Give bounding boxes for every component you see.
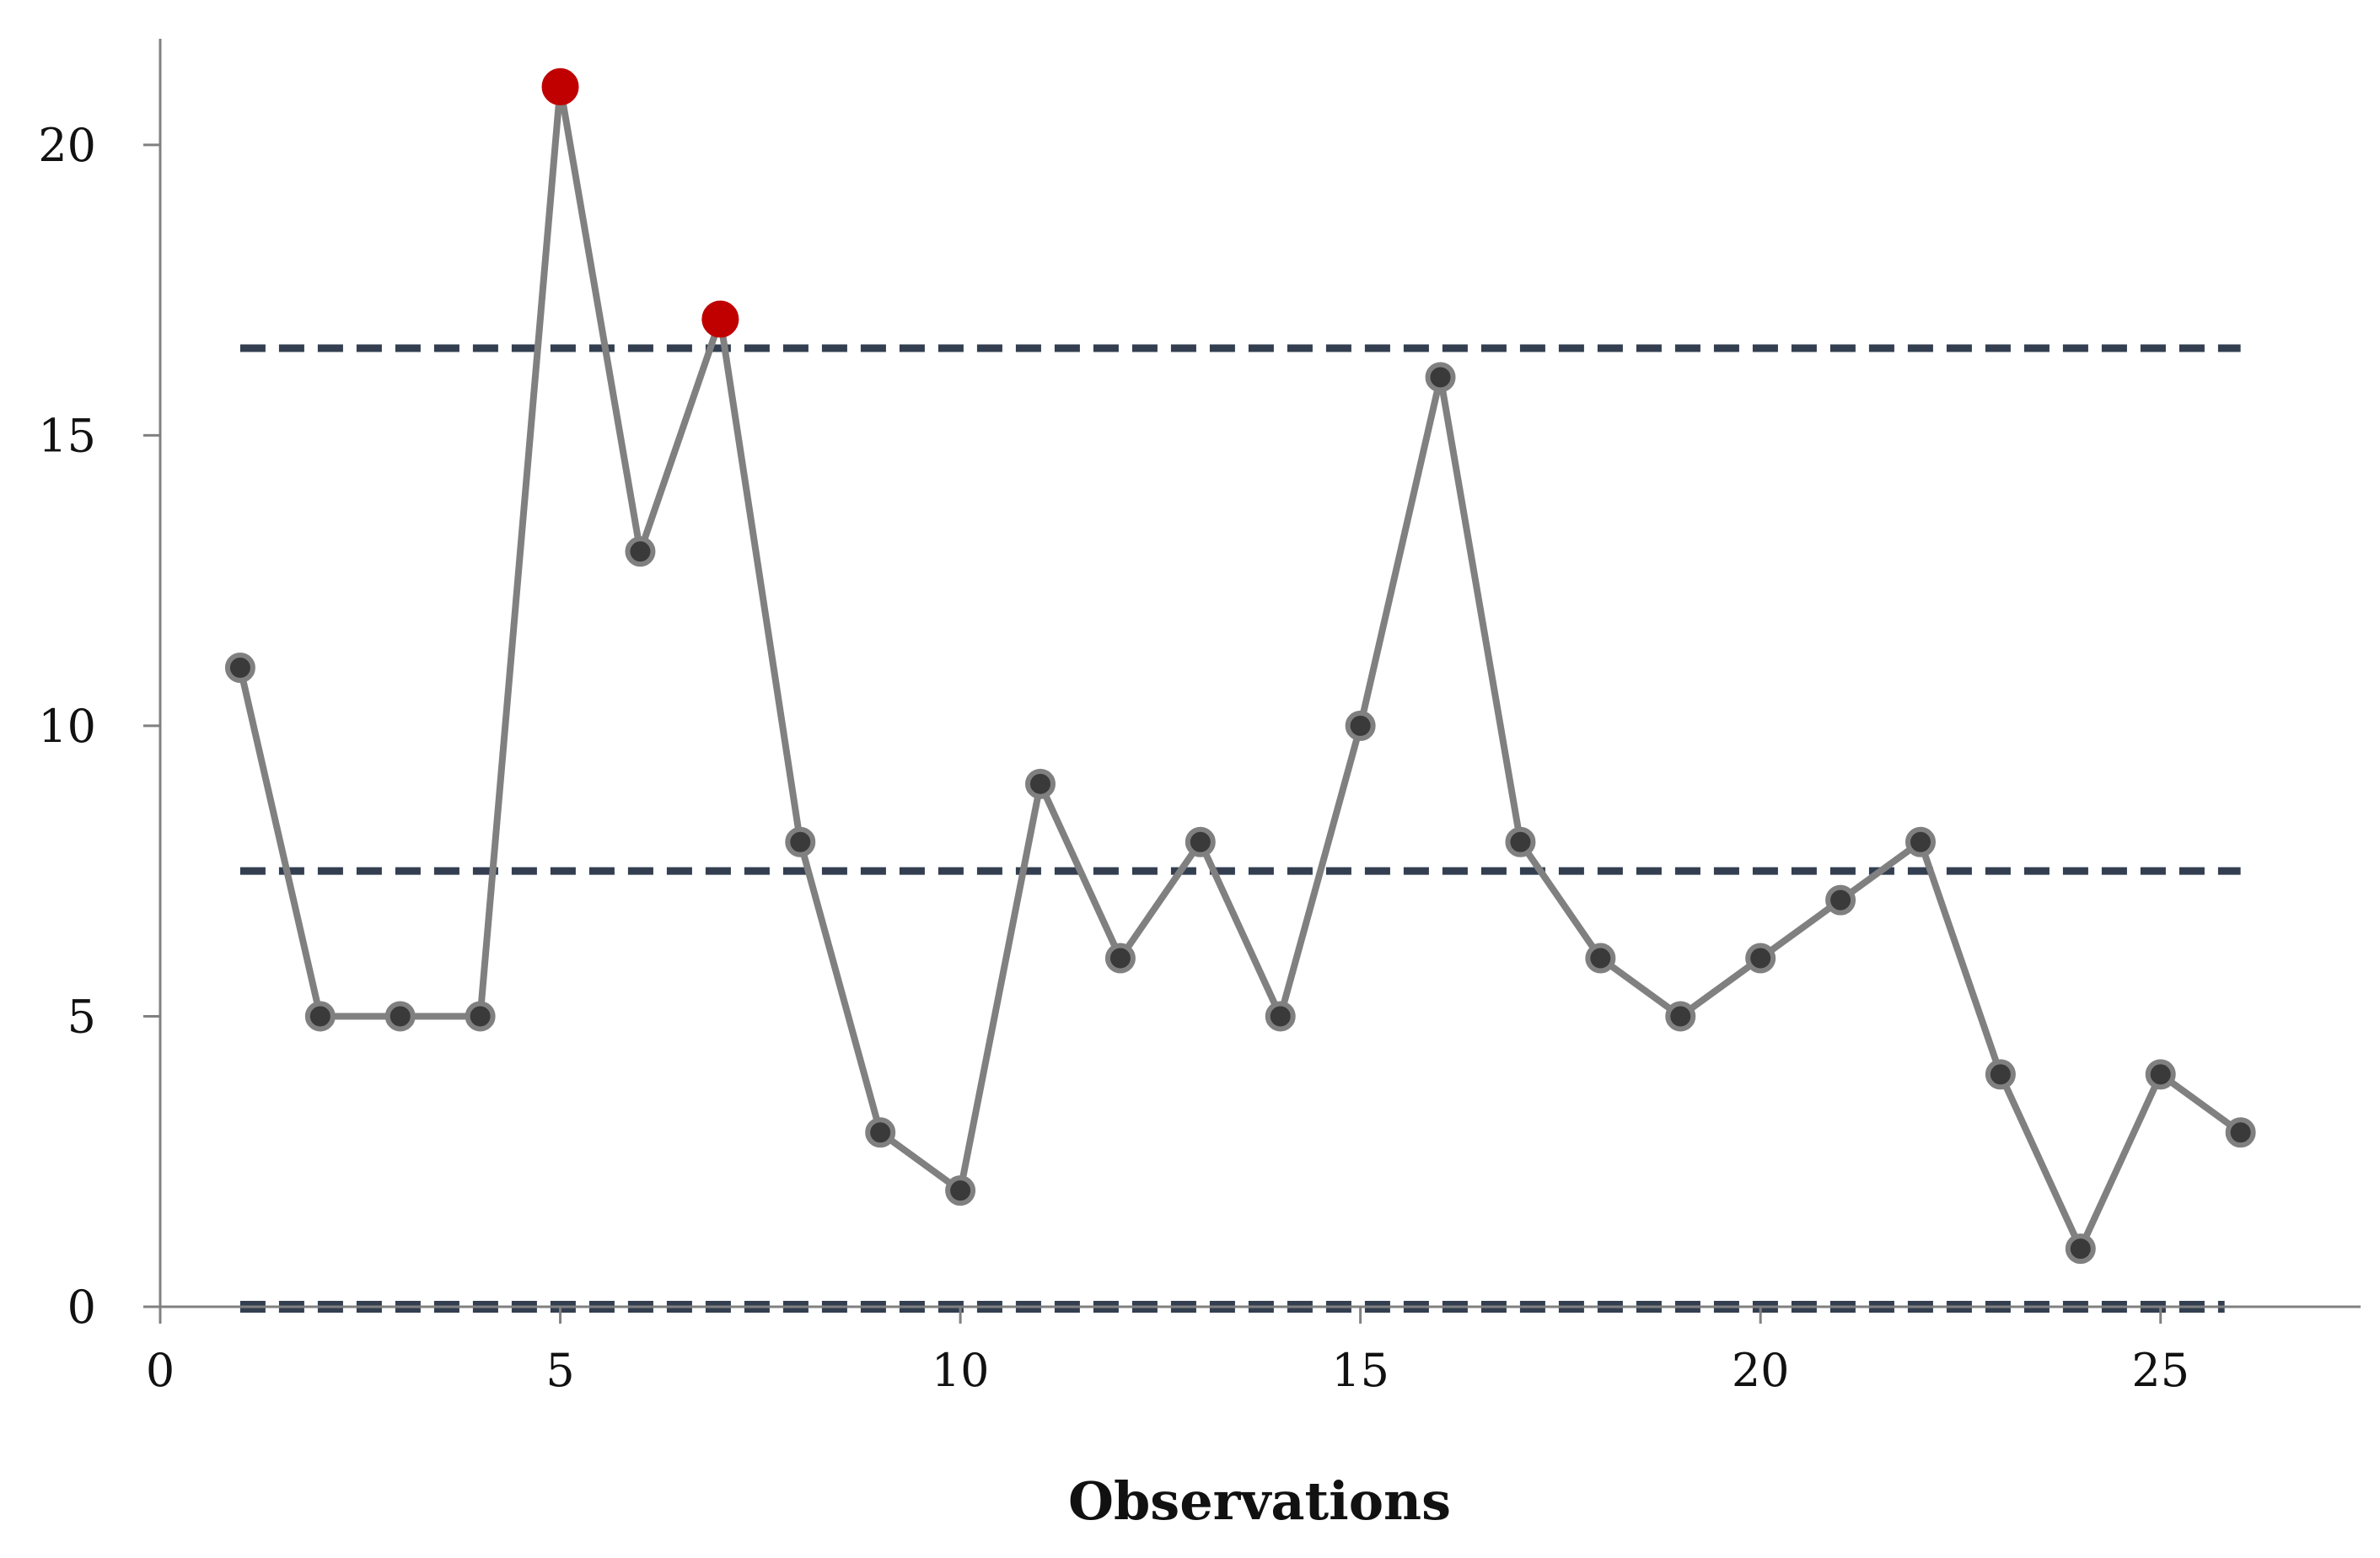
y-tick-label: 0: [67, 1281, 96, 1334]
data-point: [1985, 1059, 2016, 1090]
data-point: [1104, 943, 1136, 974]
data-markers: [224, 67, 2256, 1265]
data-point: [1185, 826, 1216, 857]
data-point: [785, 826, 816, 857]
data-point: [1825, 884, 1856, 916]
x-axis-title: Observations: [1068, 1470, 1451, 1532]
data-point: [1265, 1001, 1296, 1032]
x-tick-label: 25: [2131, 1344, 2189, 1397]
x-tick-label: 5: [545, 1344, 574, 1397]
x-tick-label: 20: [1732, 1344, 1790, 1397]
data-point: [1505, 826, 1536, 857]
y-tick-label: 10: [38, 700, 96, 753]
out-of-control-point: [701, 300, 739, 338]
data-point: [1425, 362, 1456, 393]
tick-labels: 0 5 10 15 20 25 0 5 10 15 20: [38, 119, 2189, 1397]
data-point: [625, 536, 656, 567]
y-tick-label: 15: [38, 409, 96, 462]
data-point: [1745, 943, 1776, 974]
x-tick-label: 10: [932, 1344, 990, 1397]
data-point: [1025, 768, 1056, 799]
data-point: [2065, 1233, 2096, 1265]
data-point: [2145, 1059, 2176, 1090]
data-point: [2225, 1117, 2256, 1148]
data-point: [304, 1001, 336, 1032]
x-tick-label: 0: [146, 1344, 175, 1397]
data-point: [1905, 826, 1936, 857]
control-limit-lines: [239, 344, 2241, 1313]
data-point: [384, 1001, 416, 1032]
y-tick-label: 5: [67, 990, 96, 1043]
data-point: [945, 1175, 976, 1206]
data-series: [237, 86, 2243, 1257]
data-point: [1585, 943, 1616, 974]
data-point: [865, 1117, 896, 1148]
series-line: [237, 86, 2243, 1257]
data-point: [224, 653, 255, 683]
y-tick-label: 20: [38, 119, 96, 172]
data-point: [1345, 710, 1376, 741]
data-point: [1665, 1001, 1696, 1032]
data-point: [465, 1001, 496, 1032]
x-tick-label: 15: [1331, 1344, 1389, 1397]
axes: [143, 39, 2361, 1324]
out-of-control-point: [541, 67, 579, 105]
